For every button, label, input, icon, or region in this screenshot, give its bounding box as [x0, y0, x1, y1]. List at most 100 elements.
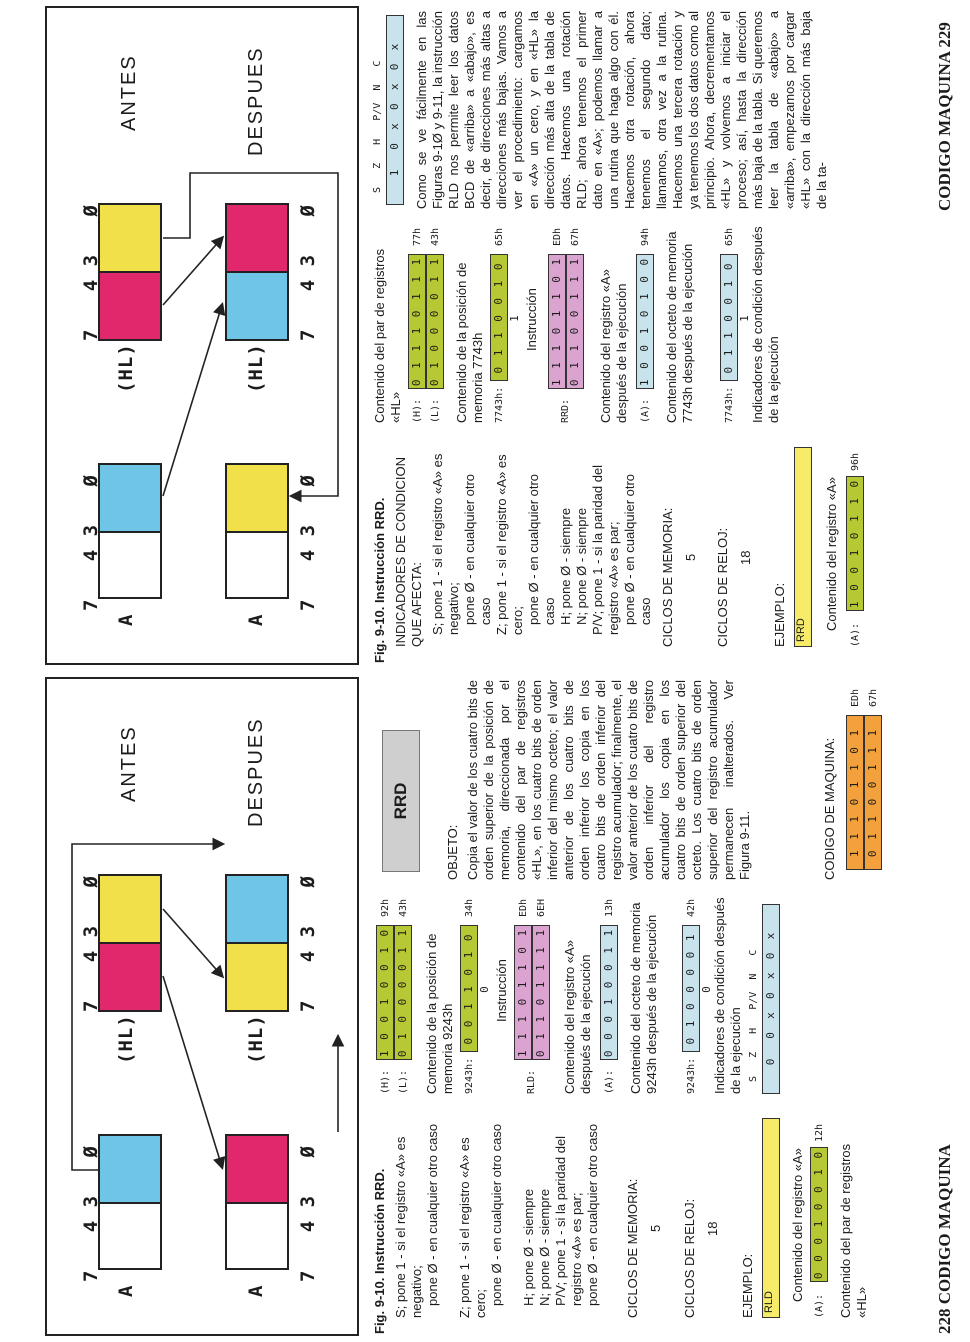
right-ciclos-memoria-value: 5 [683, 553, 698, 561]
left-cm-hex-1: EDh [850, 688, 861, 707]
right-hl-l-prefix: (L): [430, 398, 441, 423]
right-hl-h-prefix: (H): [412, 398, 423, 423]
right-cont-hl: Contenido del par de registros «HL» [372, 248, 403, 423]
left-ejemplo: EJEMPLO: [740, 1253, 755, 1318]
left-rld-prefix: RLD: [526, 1069, 537, 1094]
left-cm-hex-2: 67h [868, 688, 879, 707]
left-ciclos-reloj: CICLOS DE RELOJ: [682, 1198, 697, 1318]
right-ejemplo-rrd-button[interactable]: RRD [794, 447, 812, 647]
left-flag-line-8: pone Ø - en cualquier otro caso [585, 1123, 600, 1306]
right-flag-line-1: S; pone 1 - si el registro «A» es negati… [430, 453, 461, 635]
left-instruccion: Instrucción [494, 959, 509, 1022]
left-hl-l-bits: 0 1 0 0 0 0 1 1 [394, 925, 412, 1060]
left-rld-bits-1: 1 1 1 0 1 1 0 1 [514, 925, 532, 1060]
right-cont-pos: Contenido de la posición de memoria 7743… [454, 262, 485, 423]
left-objeto-text: Copia el valor de los cuatro bits de ord… [465, 680, 752, 880]
right-flag-names: S Z H P/V N C [372, 60, 383, 193]
right-rrd-hex-1: EDh [552, 227, 563, 246]
right-hl-h-hex: 77h [412, 227, 423, 246]
left-rld-hex-1: EDh [518, 898, 529, 917]
right-diagram-arrows [162, 172, 339, 503]
left-cont-a-desp: Contenido del registro «A» después de la… [562, 940, 593, 1094]
left-oct-bits: 0 1 0 0 0 0 1 0 [682, 925, 713, 1052]
right-ciclos-memoria: CICLOS DE MEMORIA: [660, 507, 675, 647]
left-hl-l-hex: 43h [398, 898, 409, 917]
right-body-text: Como se ve fácilmente en las Figuras 9-1… [414, 11, 829, 209]
right-flag-line-6: N; pone Ø - siempre [574, 507, 589, 625]
left-a2-bits: 0 0 0 1 0 0 1 1 [600, 925, 618, 1060]
left-a-bits: 0 0 0 1 0 0 1 0 [810, 1147, 828, 1282]
right-pos-prefix: 7743h: [494, 386, 505, 423]
right-cont-a-desp: Contenido del registro «A» después de la… [598, 269, 629, 423]
right-flag-line-7: P/V; pone 1 - si la paridad del registro… [590, 464, 621, 635]
right-flag-line-5: H; pone Ø - siempre [558, 507, 573, 625]
left-a-prefix: (A): [814, 1293, 825, 1318]
right-hl-h-bits: 0 1 1 1 0 1 1 1 [408, 254, 426, 389]
right-footer: CODIGO MAQUINA 229 [935, 22, 954, 211]
right-a2-hex: 94h [640, 227, 651, 246]
left-a2-prefix: (A): [604, 1069, 615, 1094]
left-pos-bits: 0 0 1 1 0 1 0 0 [460, 925, 491, 1052]
left-rld-hex-2: 6EH [536, 898, 547, 917]
right-oct-hex: 65h [724, 227, 735, 246]
right-flag-line-2: pone Ø - en cualquier otro caso [462, 473, 493, 625]
left-hl-h-bits: 1 0 0 1 0 0 1 0 [376, 925, 394, 1060]
left-hl-l-prefix: (L): [398, 1069, 409, 1094]
right-page: A 7 4 3 Ø (HL) 7 4 3 Ø ANTES A 7 4 3 Ø (… [45, 6, 954, 665]
left-cm-bits-1: 1 1 1 0 1 1 0 1 [846, 715, 864, 870]
right-hl-l-hex: 43h [430, 227, 441, 246]
left-rld-bits-2: 0 1 1 0 1 1 1 1 [532, 925, 550, 1060]
left-rrd-button[interactable]: RRD [382, 730, 420, 872]
right-flag-values: 1 0 x 0 x 0 x [386, 15, 404, 205]
left-cont-hl: Contenido del par de registros «HL» [838, 1143, 869, 1318]
left-diagram-arrows [71, 837, 345, 1171]
right-rrd-hex-2: 67h [570, 227, 581, 246]
right-ciclos-reloj: CICLOS DE RELOJ: [715, 527, 730, 647]
right-cont-oct: Contenido del octeto de memoria 7743h de… [664, 231, 695, 423]
left-ejemplo-rld-button[interactable]: RLD [762, 1118, 780, 1318]
left-cm-bits-2: 0 1 1 0 0 1 1 1 [864, 715, 882, 870]
right-ciclos-reloj-value: 18 [738, 550, 753, 565]
right-pos-bits: 0 1 1 0 0 1 0 1 [490, 254, 521, 381]
left-cont-oct: Contenido del octeto de memoria 9243h de… [628, 902, 659, 1094]
left-page: A 7 4 3 Ø (HL) 7 4 3 Ø ANTES A 7 4 3 Ø (… [0, 671, 970, 1342]
left-hl-h-prefix: (H): [380, 1069, 391, 1094]
left-codigo-maquina: CODIGO DE MAQUINA: [822, 737, 837, 880]
right-hl-l-bits: 0 1 0 0 0 0 1 1 [426, 254, 444, 389]
left-flag-line-3: Z; pone 1 - si el registro «A» es cero; [457, 1137, 488, 1318]
left-flag-values: 0 0 x 0 x 0 x [762, 904, 780, 1094]
left-ciclos-memoria: CICLOS DE MEMORIA: [625, 1178, 640, 1318]
left-flag-line-5: H; pone Ø - siempre [521, 1188, 536, 1306]
right-a-hex: 96h [850, 452, 861, 471]
right-ind-cond: Indicadores de condición después de la e… [750, 226, 781, 423]
left-ind-cond: Indicadores de condición después de la e… [712, 897, 743, 1094]
right-flag-line-8: pone Ø - en cualquier otro caso [622, 473, 653, 625]
left-flag-line-2: pone Ø - en cualquier otro caso [425, 1123, 440, 1306]
right-flag-line-3: Z; pone 1 - si el registro «A» es cero; [494, 454, 525, 635]
right-instruccion: Instrucción [524, 288, 539, 351]
left-cont-pos: Contenido de la posición de memoria 9243… [424, 933, 455, 1094]
left-ciclos-memoria-value: 5 [648, 1224, 663, 1232]
left-fig-title: Fig. 9-10. Instrucción RRD. [372, 1168, 387, 1334]
right-oct-prefix: 7743h: [724, 386, 735, 423]
left-oct-prefix: 9243h: [686, 1057, 697, 1094]
left-a-hex: 12h [814, 1123, 825, 1142]
right-a-bits: 1 0 0 1 0 1 1 0 [846, 476, 864, 611]
right-flag-line-4: pone Ø - en cualquier otro caso [526, 473, 557, 625]
left-hl-h-hex: 92h [380, 898, 391, 917]
right-ejemplo: EJEMPLO: [772, 582, 787, 647]
right-oct-bits: 0 1 1 0 0 1 0 1 [720, 254, 751, 381]
right-a2-bits: 1 0 0 1 0 1 0 0 [636, 254, 654, 389]
right-rrd-bits-1: 1 1 1 0 1 1 0 1 [548, 254, 566, 389]
left-cont-a: Contenido del registro «A» [790, 1148, 805, 1302]
right-ind-title: INDICADORES DE CONDICION QUE AFECTA: [393, 457, 424, 647]
right-rrd-prefix: RRD: [560, 398, 571, 423]
left-flag-names: S Z H P/V N C [748, 949, 759, 1082]
left-flag-line-4: pone Ø - en cualquier otro caso [489, 1123, 504, 1306]
right-rrd-bits-2: 0 1 1 0 0 1 1 1 [566, 254, 584, 389]
left-footer: 228 CODIGO MAQUINA [935, 1144, 954, 1334]
left-flag-line-1: S; pone 1 - si el registro «A» es negati… [393, 1136, 424, 1318]
right-a-prefix: (A): [850, 622, 861, 647]
left-objeto: OBJETO: [445, 824, 460, 880]
